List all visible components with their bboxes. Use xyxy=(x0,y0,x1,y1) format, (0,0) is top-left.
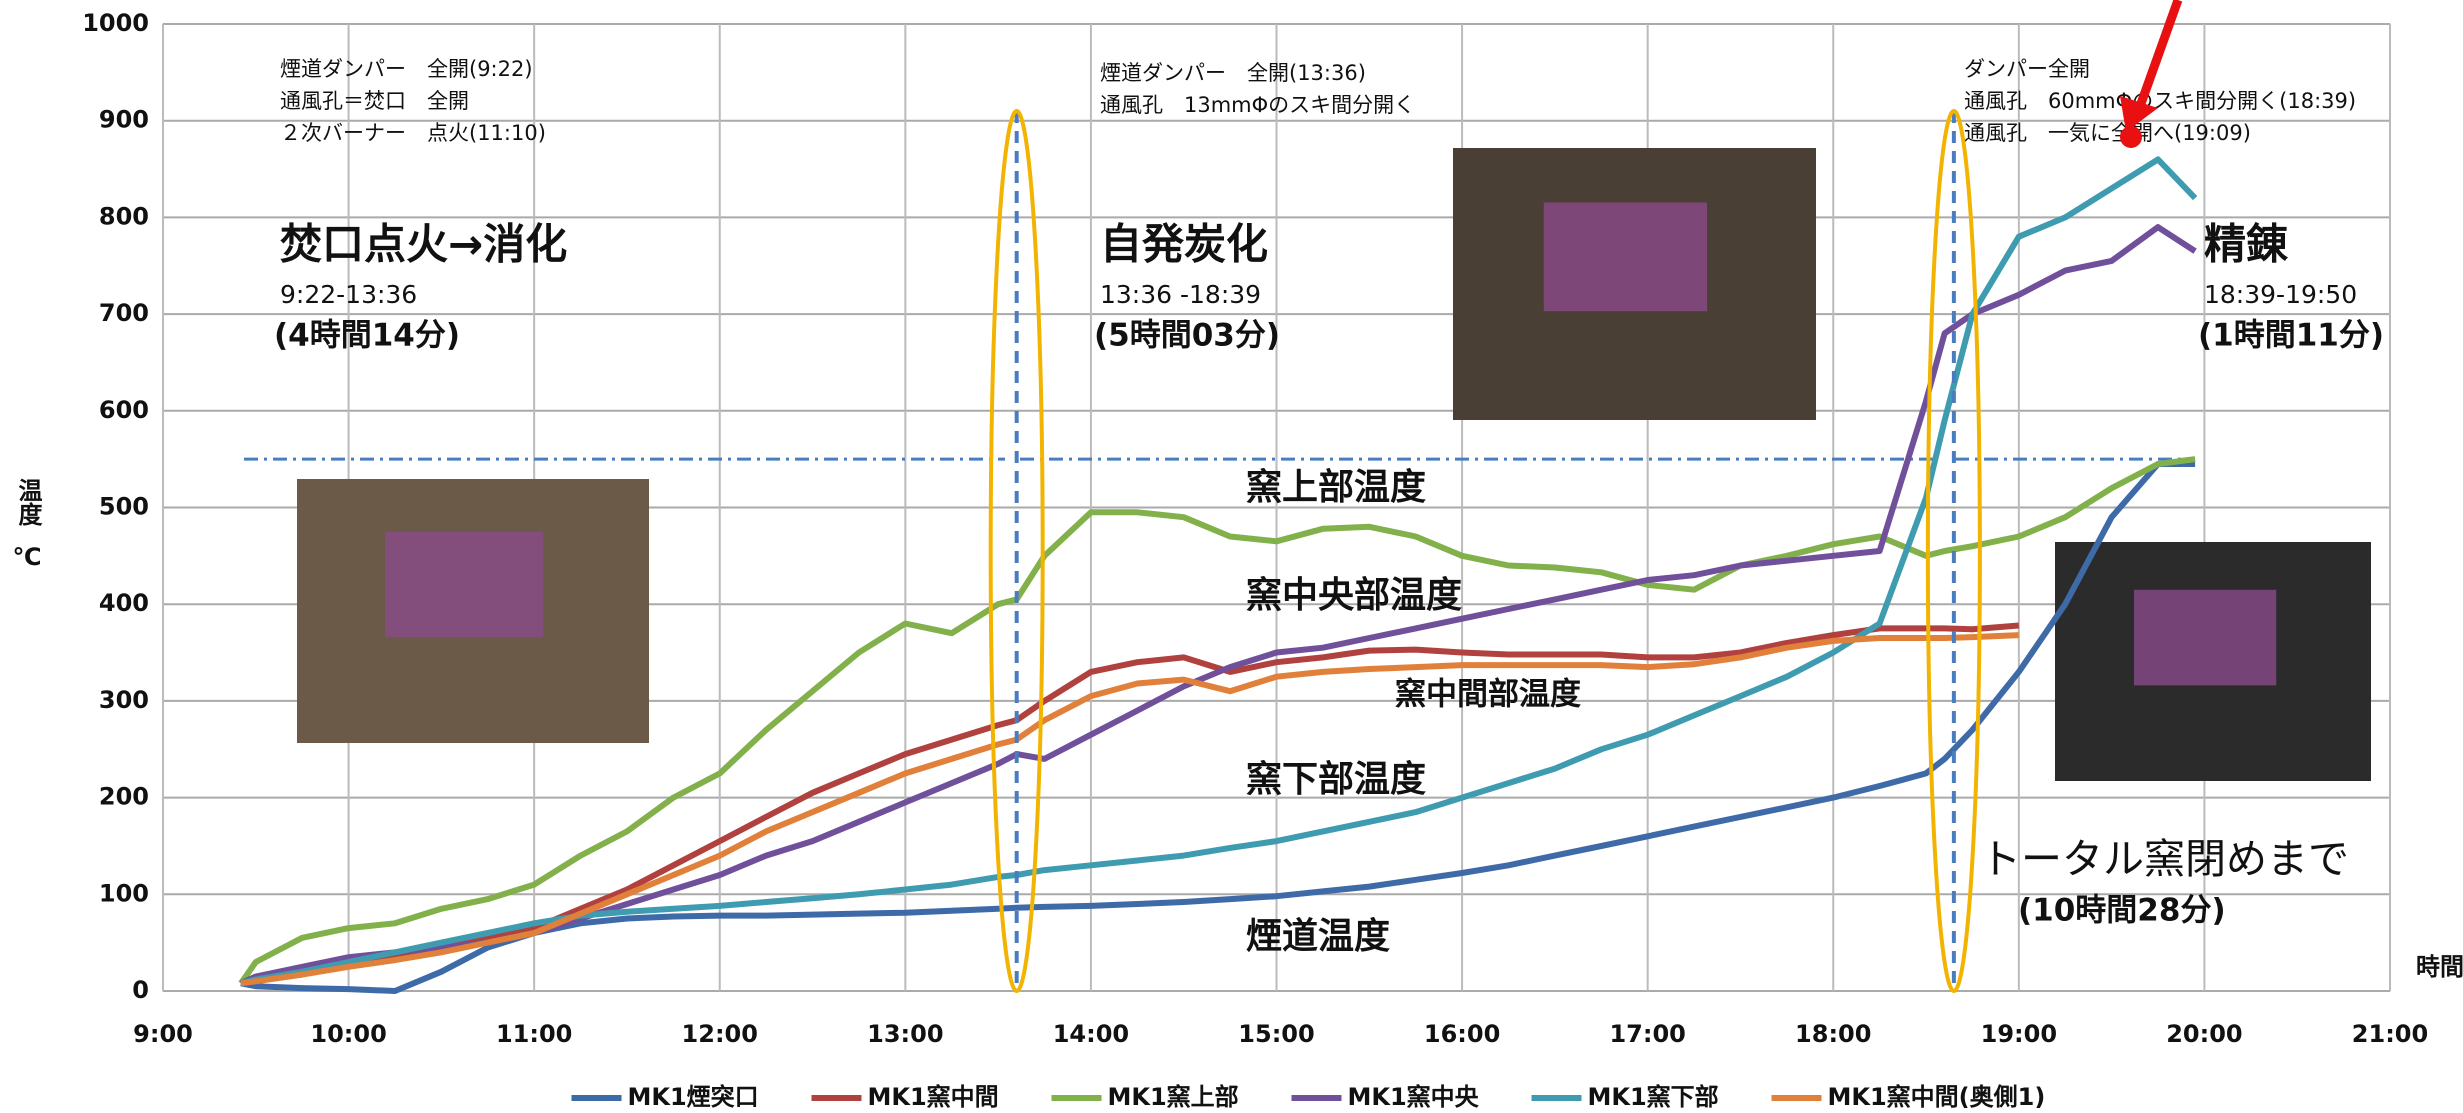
x-tick-label: 10:00 xyxy=(310,1020,386,1048)
phase-name: 自発炭化 xyxy=(1100,220,1268,269)
phase-range: 13:36 -18:39 xyxy=(1100,280,1261,309)
y-axis-label: 温度 xyxy=(14,478,42,527)
curve-label: 窯中央部温度 xyxy=(1246,575,1462,616)
phase-range: 18:39-19:50 xyxy=(2204,280,2357,309)
phase-duration: (5時間03分) xyxy=(1094,318,1280,354)
curve-label: 窯下部温度 xyxy=(1246,759,1426,800)
y-tick-label: 1000 xyxy=(82,9,149,37)
note: 通風孔＝焚口 全開 xyxy=(280,89,469,113)
curve-label: 煙道温度 xyxy=(1246,916,1390,957)
note: 煙道ダンパー 全開(9:22) xyxy=(280,57,533,81)
photo-window xyxy=(385,531,544,638)
legend-label: MK1窯上部 xyxy=(1108,1083,1239,1111)
x-tick-label: 12:00 xyxy=(682,1020,758,1048)
total-duration: (10時間28分) xyxy=(2018,893,2226,929)
legend-label: MK1窯下部 xyxy=(1588,1083,1719,1111)
y-tick-label: 200 xyxy=(99,783,149,811)
x-tick-label: 14:00 xyxy=(1053,1020,1129,1048)
y-tick-label: 300 xyxy=(99,686,149,714)
y-axis-unit: ℃ xyxy=(12,543,41,571)
phase-duration: (4時間14分) xyxy=(274,318,460,354)
phase-ellipse xyxy=(988,109,1045,993)
series-line xyxy=(238,456,2196,986)
curve-label: 窯上部温度 xyxy=(1246,467,1426,508)
phase-ellipse xyxy=(1925,109,1982,993)
y-tick-label: 100 xyxy=(99,879,149,907)
x-tick-label: 19:00 xyxy=(1981,1020,2057,1048)
red-arrow xyxy=(2133,0,2183,114)
y-tick-label: 900 xyxy=(99,106,149,134)
y-tick-label: 400 xyxy=(99,589,149,617)
phase-duration: (1時間11分) xyxy=(2198,318,2384,354)
red-dot xyxy=(2120,126,2142,148)
y-tick-label: 600 xyxy=(99,396,149,424)
legend-label: MK1煙突口 xyxy=(628,1083,759,1111)
phase-range: 9:22-13:36 xyxy=(280,280,417,309)
x-tick-label: 17:00 xyxy=(1609,1020,1685,1048)
photo-window xyxy=(2134,589,2277,686)
x-tick-label: 15:00 xyxy=(1238,1020,1314,1048)
y-tick-label: 0 xyxy=(132,976,149,1004)
x-tick-label: 16:00 xyxy=(1424,1020,1500,1048)
series-line xyxy=(240,622,2020,987)
note: 煙道ダンパー 全開(13:36) xyxy=(1100,61,1366,85)
note: 通風孔 60mmΦのスキ間分開く(18:39) xyxy=(1964,89,2356,113)
x-axis-label: 時間 xyxy=(2416,953,2463,981)
y-tick-label: 800 xyxy=(99,202,149,230)
note: ダンパー全開 xyxy=(1964,57,2090,81)
x-tick-label: 21:00 xyxy=(2352,1020,2428,1048)
x-tick-label: 9:00 xyxy=(133,1020,193,1048)
phase-name: 焚口点火→消化 xyxy=(280,220,567,269)
curve-label: 窯中間部温度 xyxy=(1395,677,1581,713)
legend-label: MK1窯中間 xyxy=(868,1083,999,1111)
series-line xyxy=(240,632,2019,987)
red-arrow-head xyxy=(2120,96,2158,132)
x-tick-label: 18:00 xyxy=(1795,1020,1871,1048)
legend-label: MK1窯中央 xyxy=(1348,1083,1480,1111)
total-label: トータル窯閉めまで xyxy=(1980,835,2349,883)
legend-label: MK1窯中間(奥側1) xyxy=(1828,1083,2046,1111)
y-tick-label: 500 xyxy=(99,493,149,521)
x-tick-label: 13:00 xyxy=(867,1020,943,1048)
note: ２次バーナー 点火(11:10) xyxy=(280,121,546,145)
phase-name: 精錬 xyxy=(2204,220,2289,269)
photo-window xyxy=(1543,202,1708,312)
x-tick-label: 11:00 xyxy=(496,1020,572,1048)
x-tick-label: 20:00 xyxy=(2166,1020,2242,1048)
series-line xyxy=(240,156,2198,987)
note: 通風孔 13mmΦのスキ間分開く xyxy=(1100,93,1415,117)
y-tick-label: 700 xyxy=(99,299,149,327)
note: 通風孔 一気に全開へ(19:09) xyxy=(1964,121,2251,145)
